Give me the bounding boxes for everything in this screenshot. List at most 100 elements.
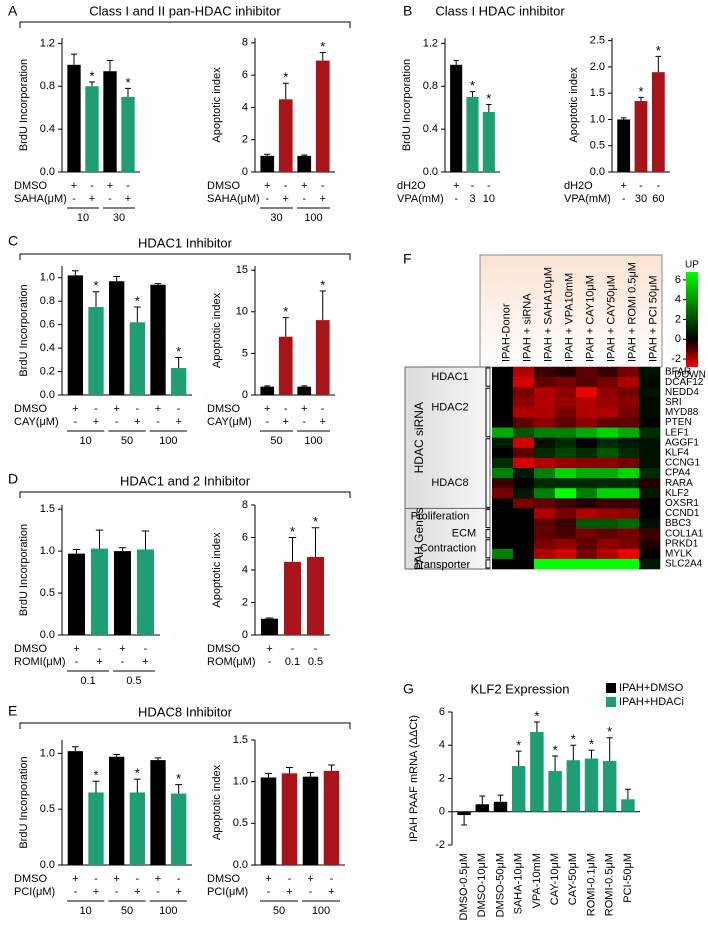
condition-value: +: [73, 643, 79, 655]
y-tick-label: 0: [242, 166, 248, 178]
heatmap-cell: [639, 488, 661, 499]
group-label: 10: [80, 435, 92, 447]
heatmap-cell: [639, 427, 661, 438]
colorbar-tick-label: 0: [675, 333, 681, 345]
y-tick-label: 2: [242, 134, 248, 146]
heatmap-cell: [513, 478, 535, 489]
condition-label: DMSO: [207, 643, 240, 655]
condition-value: -: [115, 886, 119, 898]
heatmap-cell: [555, 407, 577, 418]
condition-value: +: [93, 416, 99, 428]
bar: [584, 758, 599, 812]
error-bar: [620, 117, 627, 120]
column-header-bg: [479, 254, 663, 368]
error-bar: [92, 780, 100, 793]
bar: [457, 811, 471, 816]
y-tick-label: 4: [242, 564, 248, 576]
condition-value: -: [265, 416, 269, 428]
legend-label: IPAH+DMSO: [619, 682, 684, 694]
row-label: NEDD4: [665, 387, 699, 398]
condition-value: -: [267, 886, 271, 898]
bar: [88, 792, 104, 865]
condition-value: -: [284, 180, 288, 192]
condition-value: +: [134, 416, 140, 428]
heatmap-cell: [534, 387, 556, 398]
heatmap-cell: [639, 367, 661, 378]
condition-label: VPA(mM): [397, 193, 444, 205]
heatmap-cell: [639, 407, 661, 418]
x-tick-label: DMSO-10μM: [476, 853, 488, 917]
heatmap-cell: [576, 407, 598, 418]
row-label: COL1A1: [665, 528, 704, 539]
heatmap-cell: [492, 508, 514, 519]
condition-label: ROM(μM): [207, 656, 256, 668]
condition-value: +: [320, 193, 326, 205]
y-tick-label: 0.6: [40, 319, 55, 331]
bar: [260, 777, 277, 865]
heatmap-cell: [576, 377, 598, 388]
heatmap-cell: [555, 478, 577, 489]
heatmap-cell: [639, 417, 661, 428]
bar: [90, 548, 109, 635]
condition-value: -: [268, 656, 272, 668]
row-label: BFAR: [665, 367, 691, 378]
heatmap-cell: [492, 558, 514, 570]
y-tick-label: -2: [435, 839, 445, 851]
column-label: IPAH + PCI 50μM: [647, 275, 659, 362]
row-subgroup-label: Proliferation: [411, 510, 470, 522]
heatmap-cell: [639, 387, 661, 398]
y-tick-label: 1.2: [40, 37, 55, 49]
row-label: BBC3: [665, 518, 692, 529]
error-bar: [453, 60, 459, 65]
panel-label: E: [8, 703, 17, 719]
error-bar: [319, 52, 326, 61]
error-bar: [311, 527, 320, 557]
condition-value: -: [321, 403, 325, 415]
heatmap-cell: [555, 377, 577, 388]
heatmap-cell: [492, 367, 514, 378]
heatmap-cell: [639, 397, 661, 408]
condition-value: 0.1: [285, 656, 300, 668]
heatmap-cell: [639, 558, 661, 570]
condition-value: +: [283, 193, 289, 205]
condition-label: SAHA(μM): [207, 193, 260, 205]
heatmap-cell: [492, 498, 514, 509]
heatmap-cell: [597, 367, 619, 378]
heatmap-cell: [555, 498, 577, 509]
row-label: MYD88: [665, 407, 699, 418]
colorbar-tick-label: 4: [675, 294, 681, 306]
heatmap-cell: [576, 558, 598, 570]
bar: [67, 553, 86, 635]
condition-value: -: [72, 193, 76, 205]
condition-value: -: [108, 193, 112, 205]
error-bar: [113, 276, 121, 282]
heatmap-cell: [618, 468, 640, 479]
error-bar: [265, 617, 274, 619]
bar: [281, 773, 298, 865]
condition-value: +: [107, 180, 113, 192]
heatmap-cell: [597, 427, 619, 438]
y-tick-label: 6: [439, 706, 445, 718]
condition-label: dH2O: [564, 180, 593, 192]
condition-value: +: [72, 403, 78, 415]
row-label: RARA: [665, 478, 693, 489]
heatmap-cell: [513, 528, 535, 539]
y-tick-label: 0.8: [40, 80, 55, 92]
bar: [129, 322, 145, 395]
condition-value: -: [135, 403, 139, 415]
condition-value: +: [113, 873, 119, 885]
y-axis-label: Apoptotic index: [211, 292, 223, 368]
significance-marker: *: [176, 771, 181, 786]
heatmap-cell: [576, 468, 598, 479]
panel-title: Class I HDAC inhibitor: [435, 3, 565, 18]
error-bar: [655, 55, 662, 73]
error-bar: [319, 290, 326, 321]
error-bar: [288, 537, 297, 562]
group-label: 0.5: [126, 675, 141, 687]
y-axis-label: Apoptotic index: [211, 67, 223, 143]
bar: [113, 551, 132, 635]
error-bar: [71, 270, 79, 276]
condition-value: -: [284, 403, 288, 415]
heatmap-cell: [618, 437, 640, 449]
condition-label: DMSO: [14, 180, 47, 192]
